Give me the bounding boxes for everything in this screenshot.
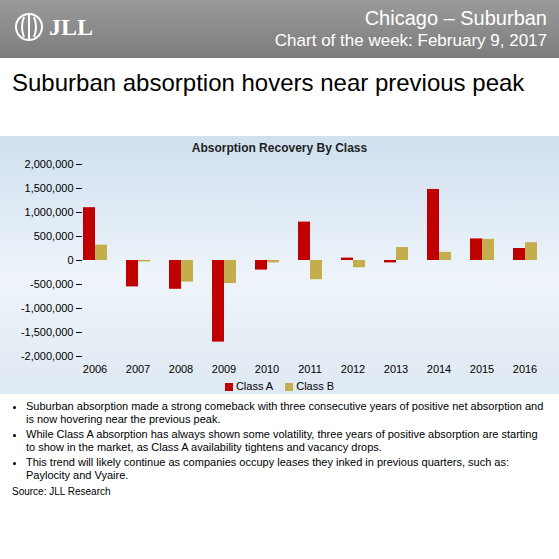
svg-text:2012: 2012 [341,363,365,375]
html-text:Chart of the week: February 9,: Chart of the week: February 9, 2017 [274,31,547,50]
svg-text:2006: 2006 [83,363,107,375]
html-text:While Class A absorption has a: While Class A absorption has always show… [26,428,538,453]
html-text:This trend will likely continu: This trend will likely continue as compa… [26,456,509,481]
svg-text:2015: 2015 [470,363,494,375]
html-text:JLL: JLL [49,13,93,40]
html-text:Class A: Class A [235,380,274,392]
svg-text:-1,500,000: -1,500,000 [21,326,74,338]
svg-text:2011: 2011 [298,363,322,375]
svg-text:-1,000,000: -1,000,000 [21,302,74,314]
html-text:Chicago – Suburban: Chicago – Suburban [364,7,547,29]
svg-text:-2,000,000: -2,000,000 [21,350,74,362]
svg-text:1,000,000: 1,000,000 [25,206,74,218]
html-text:Source: JLL Research: Source: JLL Research [12,486,111,497]
html-text:Class B: Class B [296,380,335,392]
svg-text:1,500,000: 1,500,000 [25,182,74,194]
svg-text:0: 0 [67,254,73,266]
svg-text:2007: 2007 [126,363,150,375]
svg-text:2008: 2008 [169,363,193,375]
svg-text:2014: 2014 [427,363,451,375]
svg-text:2010: 2010 [255,363,279,375]
svg-text:2016: 2016 [513,363,537,375]
svg-text:-500,000: -500,000 [30,278,73,290]
svg-text:500,000: 500,000 [34,230,74,242]
svg-text:2,000,000: 2,000,000 [25,158,74,170]
svg-text:2009: 2009 [212,363,236,375]
svg-text:2013: 2013 [384,363,408,375]
html-text:Absorption Recovery By Class: Absorption Recovery By Class [191,141,368,155]
html-text:Suburban absorption made a str: Suburban absorption made a strong comeba… [26,400,544,425]
html-text:Suburban absorption hovers nea: Suburban absorption hovers near previous… [12,69,525,96]
